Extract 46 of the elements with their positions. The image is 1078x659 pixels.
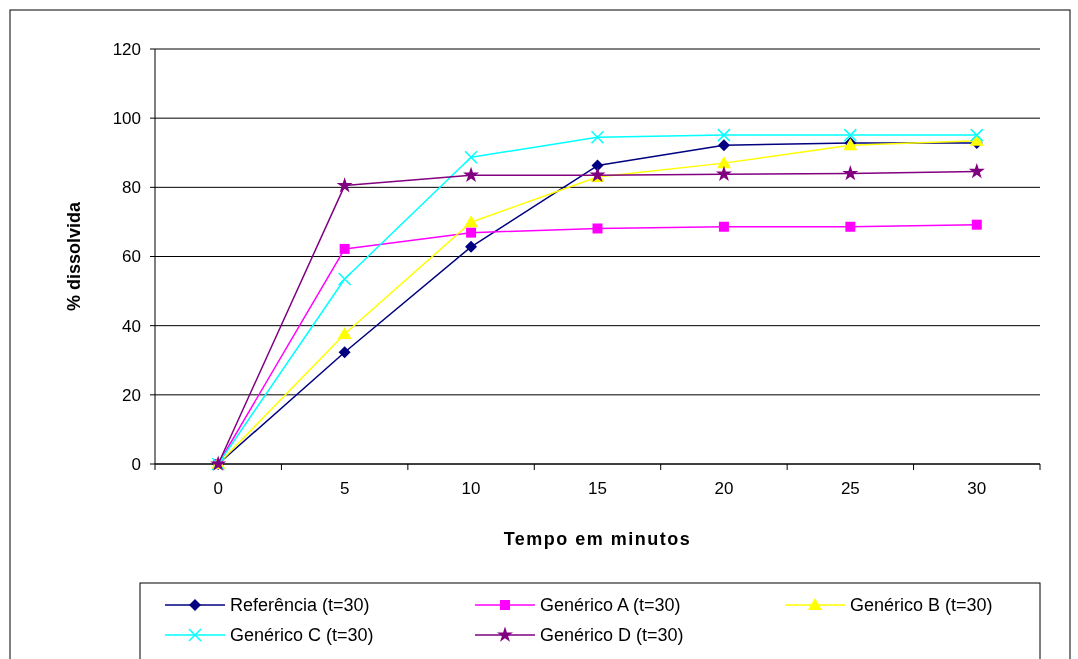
point <box>466 227 477 238</box>
point <box>718 221 729 232</box>
point <box>463 166 480 183</box>
y-axis-title: % dissolvida <box>64 201 84 312</box>
x-tick-label: 10 <box>461 479 481 498</box>
x-axis-title: Tempo em minutos <box>503 529 692 549</box>
point <box>336 177 353 193</box>
point <box>337 326 352 339</box>
point <box>716 156 731 169</box>
legend-label: Genérico D (t=30) <box>540 625 684 646</box>
point <box>338 346 351 359</box>
point <box>842 165 859 181</box>
point <box>339 243 350 254</box>
point <box>717 139 730 152</box>
x-tick-label: 20 <box>714 479 734 498</box>
point <box>845 221 856 232</box>
point <box>464 215 479 228</box>
point <box>590 130 605 144</box>
x-tick-label: 0 <box>213 479 223 498</box>
legend-label: Genérico B (t=30) <box>850 595 993 616</box>
point <box>717 128 731 142</box>
y-tick-label: 20 <box>122 385 141 405</box>
y-tick-label: 0 <box>131 454 141 474</box>
point <box>715 165 732 182</box>
legend-label: Genérico C (t=30) <box>230 625 374 646</box>
x-tick-label: 15 <box>588 479 607 498</box>
point <box>968 162 985 179</box>
point <box>970 128 984 142</box>
point <box>843 128 858 142</box>
y-tick-label: 60 <box>122 247 141 267</box>
x-tick-label: 25 <box>840 479 860 498</box>
point <box>971 219 982 230</box>
x-tick-label: 5 <box>339 479 350 498</box>
point <box>592 223 603 234</box>
point <box>464 150 478 164</box>
legend-label: Referência (t=30) <box>230 595 370 616</box>
point <box>465 240 478 253</box>
y-tick-label: 40 <box>122 316 141 336</box>
y-tick-label: 120 <box>112 39 141 59</box>
point <box>969 133 984 146</box>
x-tick-label: 30 <box>967 479 987 498</box>
y-tick-label: 80 <box>122 178 141 198</box>
point <box>591 159 604 172</box>
legend-label: Genérico A (t=30) <box>540 595 681 616</box>
y-tick-label: 100 <box>112 109 141 129</box>
point <box>337 272 352 286</box>
